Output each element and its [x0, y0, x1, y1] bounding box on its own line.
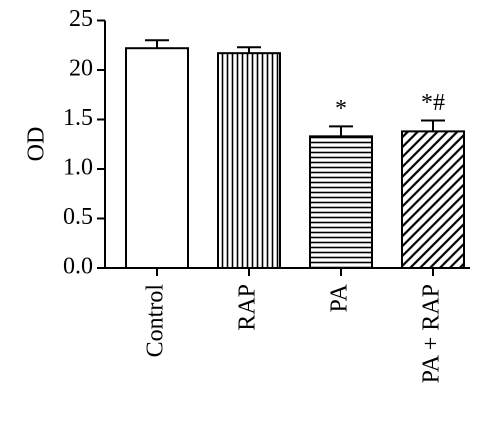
- y-tick-label: 1.0: [63, 155, 93, 181]
- bar: [217, 52, 281, 269]
- x-tick-label: RAP: [235, 284, 261, 331]
- y-tick-label: 1.5: [63, 105, 93, 131]
- y-tick-label: 0.0: [63, 254, 93, 280]
- bar: [125, 47, 189, 269]
- significance-label: *: [335, 96, 347, 122]
- bar: [309, 135, 373, 269]
- y-tick-label: 25: [69, 6, 93, 32]
- y-tick-label: 0.5: [63, 204, 93, 230]
- significance-label: *#: [421, 90, 445, 116]
- y-tick-label: 20: [69, 56, 93, 82]
- x-tick-label: PA: [327, 283, 353, 312]
- bar: [401, 130, 465, 269]
- y-axis-label: OD: [24, 127, 50, 162]
- x-tick-label: Control: [143, 284, 169, 358]
- x-tick-label: PA + RAP: [419, 284, 445, 383]
